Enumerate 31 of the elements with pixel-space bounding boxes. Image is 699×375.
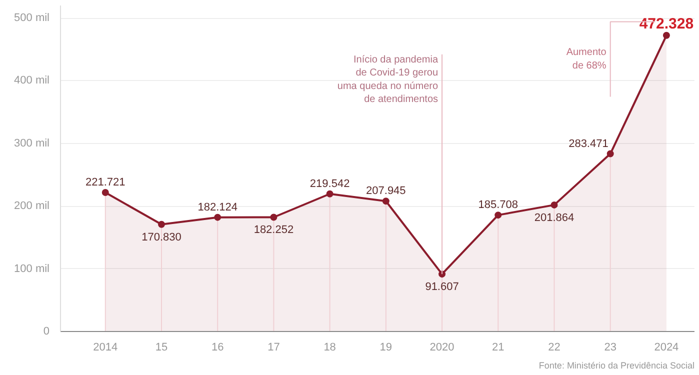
annotation: Aumento de 68% <box>566 47 607 72</box>
y-tick-label: 400 mil <box>14 74 50 87</box>
y-tick-label: 500 mil <box>14 12 50 24</box>
data-label: 221.721 <box>86 176 126 188</box>
x-tick-label: 2014 <box>93 342 118 354</box>
x-tick-label: 2020 <box>430 342 454 354</box>
y-tick-label: 200 mil <box>14 200 50 212</box>
x-tick-label: 15 <box>155 342 168 354</box>
data-label: 182.124 <box>198 201 238 214</box>
data-label: 201.864 <box>534 212 574 224</box>
y-tick-label: 300 mil <box>14 137 50 150</box>
data-label: 207.945 <box>366 185 406 198</box>
x-tick-label: 18 <box>324 342 336 354</box>
data-label: 472.328 <box>639 15 694 32</box>
data-label: 170.830 <box>142 231 182 244</box>
y-tick-label: 0 <box>43 326 50 338</box>
data-label: 91.607 <box>425 281 459 294</box>
x-tick-label: 2024 <box>654 342 679 354</box>
data-label: 185.708 <box>478 199 518 212</box>
data-label: 283.471 <box>568 138 608 150</box>
data-label: 182.252 <box>254 224 294 236</box>
x-tick-label: 21 <box>492 342 504 354</box>
x-tick-label: 22 <box>548 342 560 354</box>
x-tick-label: 17 <box>268 342 280 354</box>
x-tick-label: 19 <box>380 342 392 354</box>
annotation: Início da pandemia de Covid-19 gerou uma queda no número de atendimentos <box>337 54 438 105</box>
y-tick-label: 100 mil <box>14 262 50 275</box>
source-note: Fonte: Ministério da Previdência Social <box>538 360 695 370</box>
x-tick-label: 23 <box>604 342 616 354</box>
x-tick-label: 16 <box>211 342 224 354</box>
data-label: 219.542 <box>310 178 350 190</box>
